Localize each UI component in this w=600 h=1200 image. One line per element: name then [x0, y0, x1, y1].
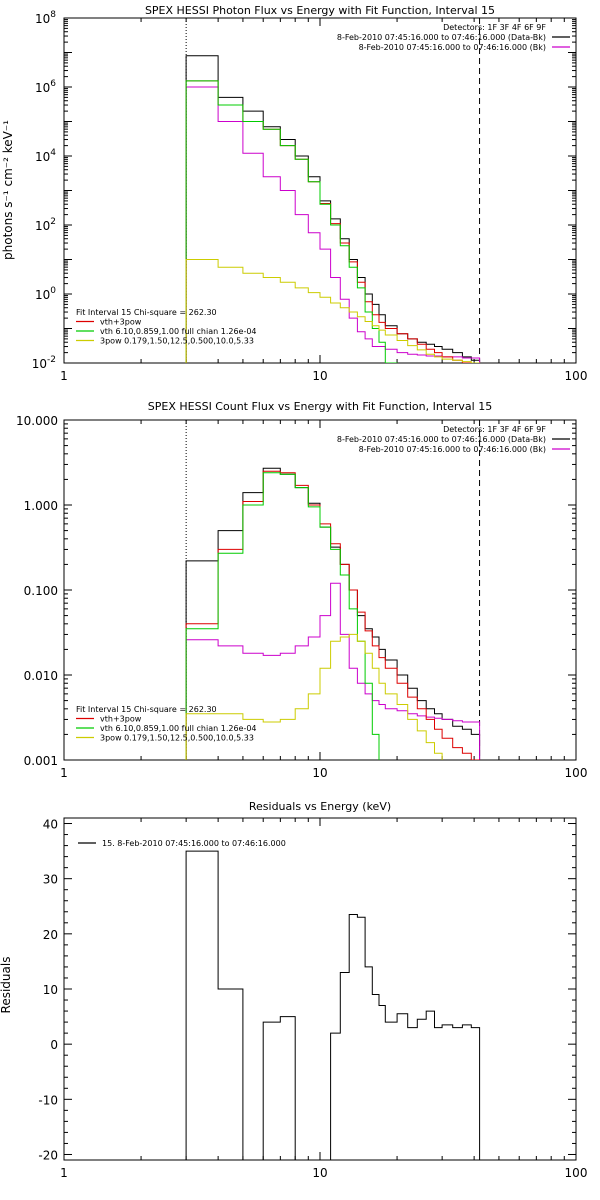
x-tick-label: 100 [565, 369, 588, 383]
y-tick-label: 10.000 [16, 414, 58, 428]
legend-label: 3pow 0.179,1.50,12.5,0.500,10.0,5.33 [100, 337, 254, 346]
y-tick-label: 106 [35, 79, 56, 95]
y-tick-label: 40 [43, 818, 58, 832]
series-group [185, 55, 481, 363]
y-tick-label: 108 [35, 10, 56, 26]
x-tick-label: 10 [312, 1166, 327, 1180]
legend-entry: Fit Interval 15 Chi-square = 262.30 [76, 308, 217, 317]
legend-entry: Detectors: 1F 3F 4F 6F 9F [443, 23, 546, 32]
legend-label: 8-Feb-2010 07:45:16.000 to 07:46:16.000 … [337, 435, 546, 444]
y-tick-label: 102 [35, 217, 56, 233]
residuals-plot-area [63, 817, 577, 1161]
legend-label: vth 6.10,0.859,1.00 full chian 1.26e-04 [100, 724, 257, 733]
legend-label: 8-Feb-2010 07:45:16.000 to 07:46:16.000 … [359, 445, 546, 454]
legend-label: vth+3pow [100, 715, 142, 724]
y-tick-label: 0.100 [24, 584, 58, 598]
residuals-chart-title: Residuals vs Energy (keV) [249, 800, 391, 813]
legend-label: Detectors: 1F 3F 4F 6F 9F [443, 23, 546, 32]
legend-entry: 3pow 0.179,1.50,12.5,0.500,10.0,5.33 [76, 734, 254, 743]
count-flux-chart: SPEX HESSI Count Flux vs Energy with Fit… [16, 400, 587, 780]
legend-entry: Fit Interval 15 Chi-square = 262.30 [76, 705, 217, 714]
y-tick-label: 100 [35, 286, 56, 302]
y-tick-label: 20 [43, 928, 58, 942]
legend-label: vth 6.10,0.859,1.00 full chian 1.26e-04 [100, 327, 257, 336]
legend-label: 8-Feb-2010 07:45:16.000 to 07:46:16.000 … [359, 43, 546, 52]
series-line-vth-3pow [185, 470, 481, 760]
y-tick-label: 30 [43, 873, 58, 887]
series-line-15- [185, 850, 481, 1160]
y-tick-label: 104 [35, 148, 56, 164]
x-axis-ticks: 1 10 100 [60, 818, 587, 1180]
legend-entry: Detectors: 1F 3F 4F 6F 9F [443, 425, 546, 434]
legend-entry: 8-Feb-2010 07:45:16.000 to 07:46:16.000 … [359, 445, 570, 454]
legend-entry: 8-Feb-2010 07:45:16.000 to 07:46:16.000 … [337, 33, 570, 42]
series-line-vth-3pow [185, 80, 481, 363]
legend-entry: vth 6.10,0.859,1.00 full chian 1.26e-04 [76, 327, 257, 336]
x-tick-label: 1 [60, 369, 68, 383]
x-tick-label: 1 [60, 766, 68, 780]
y-tick-label: 10-2 [32, 355, 56, 371]
count-chart-title: SPEX HESSI Count Flux vs Energy with Fit… [148, 400, 492, 413]
legend-entry: 15. 8-Feb-2010 07:45:16.000 to 07:46:16.… [78, 839, 286, 848]
y-tick-label: 0 [50, 1038, 58, 1052]
series-line-data-bk [185, 467, 481, 760]
legend-entry: 8-Feb-2010 07:45:16.000 to 07:46:16.000 … [359, 43, 570, 52]
x-tick-label: 10 [312, 766, 327, 780]
legend-label: 15. 8-Feb-2010 07:45:16.000 to 07:46:16.… [102, 839, 286, 848]
legend-label: 8-Feb-2010 07:45:16.000 to 07:46:16.000 … [337, 33, 546, 42]
legend-entry: vth+3pow [76, 318, 142, 327]
x-tick-label: 1 [60, 1166, 68, 1180]
y-axis-ticks: -20 -10 0 10 20 30 40 [38, 818, 576, 1162]
series-line-bk [185, 86, 481, 363]
y-tick-label: -10 [38, 1093, 58, 1107]
series-line-3pow [185, 259, 481, 363]
residuals-chart-ylabel: Residuals [0, 957, 13, 1014]
series-line-data-bk [185, 55, 481, 363]
legend-entry: vth 6.10,0.859,1.00 full chian 1.26e-04 [76, 724, 257, 733]
photon-chart-title: SPEX HESSI Photon Flux vs Energy with Fi… [145, 4, 495, 17]
series-line-vth [185, 472, 380, 760]
series-group [185, 467, 481, 760]
y-axis-ticks: 0.001 0.010 0.100 1.000 10.000 [16, 414, 576, 768]
legend-label: Detectors: 1F 3F 4F 6F 9F [443, 425, 546, 434]
legend-label: 3pow 0.179,1.50,12.5,0.500,10.0,5.33 [100, 734, 254, 743]
series-group [185, 850, 481, 1160]
series-line-3pow [185, 633, 443, 760]
y-tick-label: 10 [43, 983, 58, 997]
x-tick-label: 100 [565, 1166, 588, 1180]
legend-label: vth+3pow [100, 318, 142, 327]
series-line-vth [185, 80, 398, 363]
legend-label: Fit Interval 15 Chi-square = 262.30 [76, 705, 217, 714]
series-line-bk [185, 582, 481, 760]
x-tick-label: 10 [312, 369, 327, 383]
y-tick-label: 0.010 [24, 669, 58, 683]
photon-chart-ylabel: photons s⁻¹ cm⁻² keV⁻¹ [1, 120, 15, 260]
photon-flux-chart: SPEX HESSI Photon Flux vs Energy with Fi… [1, 4, 587, 383]
x-axis-ticks: 1 10 100 [60, 18, 587, 383]
y-tick-label: 1.000 [24, 499, 58, 513]
y-tick-label: -20 [38, 1148, 58, 1162]
legend-label: Fit Interval 15 Chi-square = 262.30 [76, 308, 217, 317]
legend-entry: 3pow 0.179,1.50,12.5,0.500,10.0,5.33 [76, 337, 254, 346]
legend-entry: 8-Feb-2010 07:45:16.000 to 07:46:16.000 … [337, 435, 570, 444]
y-axis-ticks: 10-2 100 102 104 106 108 [32, 10, 576, 371]
x-tick-label: 100 [565, 766, 588, 780]
legend-entry: vth+3pow [76, 715, 142, 724]
y-tick-label: 0.001 [24, 754, 58, 768]
residuals-chart: Residuals vs Energy (keV) Residuals 1 10 1… [0, 800, 587, 1180]
